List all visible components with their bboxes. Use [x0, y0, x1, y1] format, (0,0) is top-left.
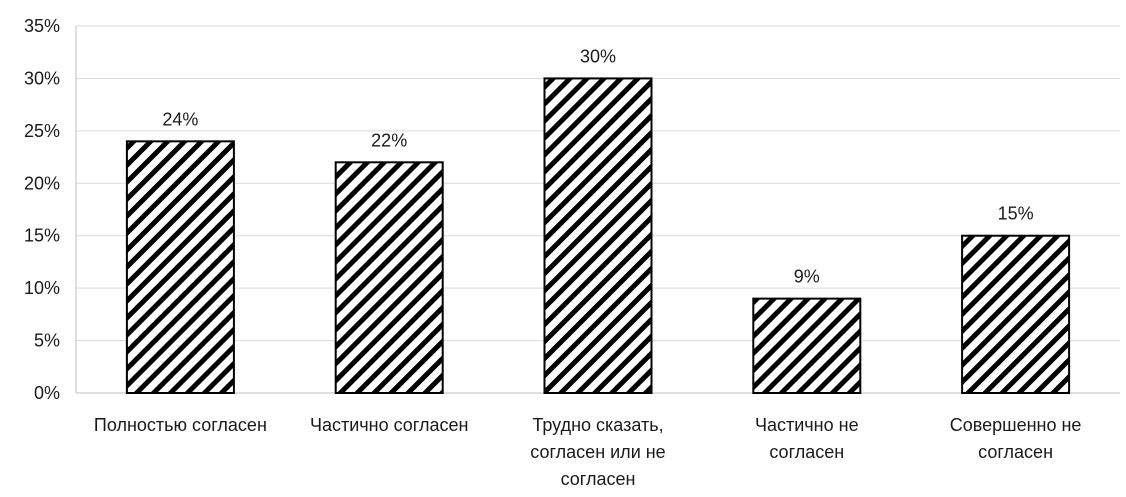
x-tick-label: Совершенно не [950, 415, 1082, 435]
x-tick-label: согласен [561, 469, 636, 489]
x-tick-label: согласен [769, 442, 844, 462]
bar [961, 234, 1071, 394]
x-tick-label: Частично не [755, 415, 859, 435]
data-label: 15% [998, 204, 1034, 224]
data-label: 24% [162, 109, 198, 129]
bar [334, 161, 444, 394]
bar [125, 140, 235, 394]
bars [125, 77, 1071, 395]
y-tick-label: 15% [24, 226, 60, 246]
data-label: 30% [580, 46, 616, 66]
y-tick-label: 30% [24, 68, 60, 88]
data-label: 9% [794, 267, 820, 287]
y-tick-label: 10% [24, 278, 60, 298]
data-label: 22% [371, 130, 407, 150]
y-tick-label: 35% [24, 16, 60, 36]
x-tick-label: Частично согласен [310, 415, 468, 435]
bar [752, 297, 862, 394]
x-tick-label: согласен [978, 442, 1053, 462]
y-tick-label: 0% [34, 383, 60, 403]
x-tick-label: согласен или не [530, 442, 665, 462]
y-tick-label: 25% [24, 121, 60, 141]
labels: 0% 5% 10% 15% 20% 25% 30% 35% 24% Полностью согла… [24, 16, 1081, 489]
x-tick-label: Трудно сказать, [532, 415, 663, 435]
y-tick-label: 5% [34, 331, 60, 351]
y-tick-label: 20% [24, 173, 60, 193]
bar [543, 77, 653, 395]
x-tick-label: Полностью согласен [94, 415, 267, 435]
